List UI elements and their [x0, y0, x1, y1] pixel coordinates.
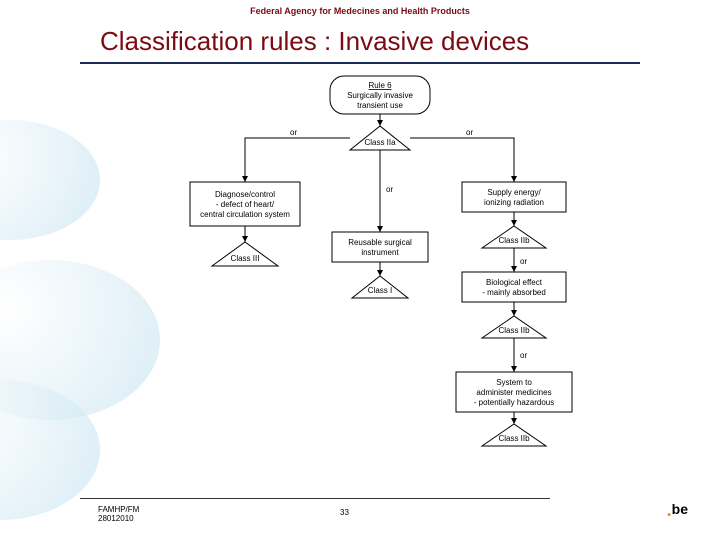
node-classIIa: Class IIa: [350, 126, 410, 150]
title-underline: [80, 62, 640, 64]
flowchart-svg: orororororRule 6Surgically invasivetrans…: [170, 72, 590, 492]
node-reuse: Reusable surgicalinstrument: [332, 232, 428, 262]
edge-classIIa-supply: [410, 138, 514, 182]
node-c2b_1: Class IIb: [482, 226, 546, 248]
nodes: Rule 6Surgically invasivetransient use Cl…: [190, 76, 572, 446]
svg-text:- defect of heart/: - defect of heart/: [216, 200, 275, 209]
node-bio: Biological effect- mainly absorbed: [462, 272, 566, 302]
svg-text:Class III: Class III: [231, 254, 260, 263]
node-c2b_3: Class IIb: [482, 424, 546, 446]
edge-label: or: [466, 128, 473, 137]
svg-text:- potentially hazardous: - potentially hazardous: [474, 398, 555, 407]
be-logo: .be: [667, 500, 688, 521]
footer-left: FAMHP/FM 28012010: [98, 506, 139, 524]
node-diag: Diagnose/control- defect of heart/centra…: [190, 182, 300, 226]
edge-label: or: [520, 351, 527, 360]
svg-text:- mainly absorbed: - mainly absorbed: [482, 288, 546, 297]
svg-text:instrument: instrument: [361, 248, 399, 257]
edge-classIIa-diag: [245, 138, 350, 182]
svg-text:Class IIb: Class IIb: [498, 434, 530, 443]
flowchart: orororororRule 6Surgically invasivetrans…: [170, 72, 590, 492]
node-rule6: Rule 6Surgically invasivetransient use: [330, 76, 430, 114]
svg-text:Surgically invasive: Surgically invasive: [347, 91, 413, 100]
svg-text:Supply energy/: Supply energy/: [487, 188, 541, 197]
svg-text:Class IIb: Class IIb: [498, 236, 530, 245]
edge-label: or: [290, 128, 297, 137]
edge-label: or: [520, 257, 527, 266]
node-c2b_2: Class IIb: [482, 316, 546, 338]
node-classIII: Class III: [212, 242, 278, 266]
node-admin: System toadminister medicines- potential…: [456, 372, 572, 412]
svg-text:central circulation system: central circulation system: [200, 210, 290, 219]
svg-text:Class I: Class I: [368, 286, 392, 295]
svg-text:transient use: transient use: [357, 101, 403, 110]
footer-code: FAMHP/FM: [98, 505, 139, 514]
be-text: be: [672, 501, 688, 517]
svg-text:Class IIa: Class IIa: [364, 138, 396, 147]
edge-label: or: [386, 185, 393, 194]
svg-text:administer medicines: administer medicines: [476, 388, 551, 397]
svg-text:Rule 6: Rule 6: [368, 81, 392, 90]
svg-text:Class IIb: Class IIb: [498, 326, 530, 335]
agency-header: Federal Agency for Medecines and Health …: [0, 6, 720, 16]
svg-text:ionizing radiation: ionizing radiation: [484, 198, 544, 207]
node-supply: Supply energy/ionizing radiation: [462, 182, 566, 212]
svg-text:Biological effect: Biological effect: [486, 278, 543, 287]
svg-text:Reusable surgical: Reusable surgical: [348, 238, 412, 247]
svg-text:System to: System to: [496, 378, 532, 387]
footer-rule: [80, 498, 550, 499]
page-title: Classification rules : Invasive devices: [100, 26, 529, 57]
node-classI: Class I: [352, 276, 408, 298]
footer-date: 28012010: [98, 514, 134, 523]
page-number: 33: [340, 508, 349, 517]
svg-text:Diagnose/control: Diagnose/control: [215, 190, 275, 199]
